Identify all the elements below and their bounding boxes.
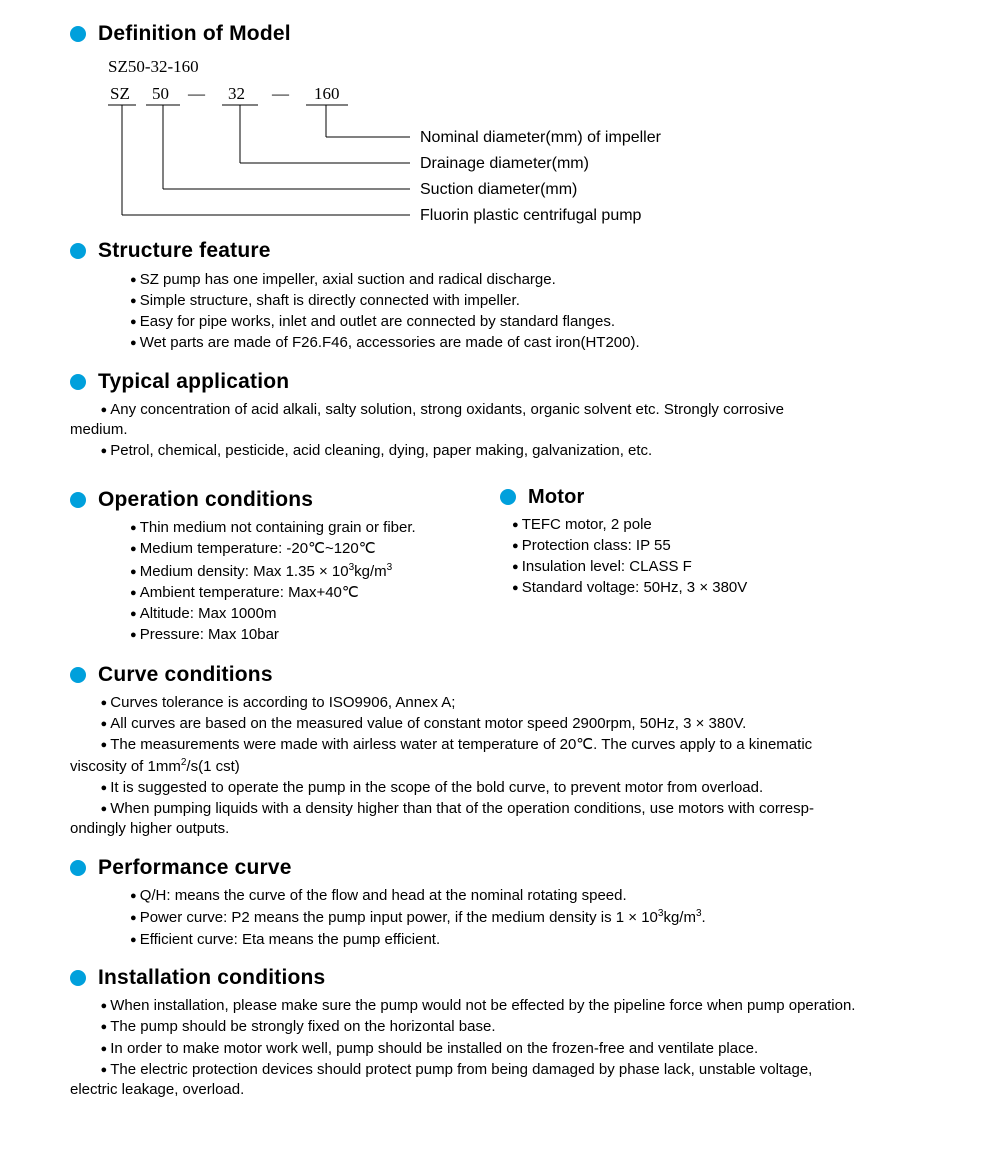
operation-list: Thin medium not containing grain or fibe… [70, 518, 500, 646]
diagram-label: Fluorin plastic centrifugal pump [420, 205, 641, 227]
list-item: Ambient temperature: Max+40℃ [130, 583, 500, 603]
list-item: SZ pump has one impeller, axial suction … [130, 270, 940, 290]
installation-section: Installation conditions When installatio… [70, 964, 940, 1101]
motor-list: TEFC motor, 2 pole Protection class: IP … [500, 515, 940, 599]
curve-item: Curves tolerance is according to ISO9906… [70, 693, 940, 713]
performance-section: Performance curve Q/H: means the curve o… [70, 854, 940, 950]
two-col: Operation conditions Thin medium not con… [70, 472, 940, 647]
diagram-part: SZ [110, 83, 130, 106]
para-lead: Petrol, chemical, pesticide, acid cleani… [70, 442, 652, 459]
install-item: The pump should be strongly fixed on the… [70, 1017, 940, 1037]
bullet-icon [70, 26, 86, 42]
list-item: Thin medium not containing grain or fibe… [130, 518, 500, 538]
definition-section: Definition of Model SZ50-32-160 SZFluori… [70, 20, 940, 223]
list-item: Insulation level: CLASS F [512, 557, 940, 577]
motor-section: Motor TEFC motor, 2 pole Protection clas… [500, 484, 940, 600]
structure-list: SZ pump has one impeller, axial suction … [70, 270, 940, 354]
section-title: Definition of Model [98, 20, 291, 48]
diagram-part: 50 [152, 83, 169, 106]
section-title: Performance curve [98, 854, 292, 882]
install-item: In order to make motor work well, pump s… [70, 1039, 940, 1059]
para-lead: Curves tolerance is according to ISO9906… [70, 694, 455, 711]
section-header: Operation conditions [70, 486, 500, 514]
section-title: Installation conditions [98, 964, 325, 992]
section-title: Curve conditions [98, 661, 273, 689]
list-item: Medium density: Max 1.35 × 103kg/m3 [130, 561, 500, 582]
list-item: Q/H: means the curve of the flow and hea… [130, 886, 940, 906]
list-item: Protection class: IP 55 [512, 536, 940, 556]
list-item: Altitude: Max 1000m [130, 604, 500, 624]
bullet-icon [70, 667, 86, 683]
operation-section: Operation conditions Thin medium not con… [70, 472, 500, 647]
para-lead: In order to make motor work well, pump s… [70, 1040, 758, 1057]
section-header: Curve conditions [70, 661, 940, 689]
para-lead: When installation, please make sure the … [70, 997, 855, 1014]
curve-section: Curve conditions Curves tolerance is acc… [70, 661, 940, 840]
list-item: Simple structure, shaft is directly conn… [130, 291, 940, 311]
install-item: The electric protection devices should p… [70, 1060, 940, 1080]
section-header: Typical application [70, 368, 940, 396]
list-item: Easy for pipe works, inlet and outlet ar… [130, 312, 940, 332]
application-para: Any concentration of acid alkali, salty … [70, 400, 940, 420]
diagram-label: Nominal diameter(mm) of impeller [420, 127, 661, 149]
list-item: TEFC motor, 2 pole [512, 515, 940, 535]
para-lead: All curves are based on the measured val… [70, 715, 746, 732]
list-item: Wet parts are made of F26.F46, accessori… [130, 333, 940, 353]
para-lead: When pumping liquids with a density high… [70, 800, 814, 817]
list-item: Efficient curve: Eta means the pump effi… [130, 930, 940, 950]
curve-item: When pumping liquids with a density high… [70, 799, 940, 819]
bullet-icon [70, 243, 86, 259]
application-para: Petrol, chemical, pesticide, acid cleani… [70, 441, 940, 461]
bullet-icon [70, 970, 86, 986]
para-lead: The pump should be strongly fixed on the… [70, 1018, 496, 1035]
model-diagram: SZFluorin plastic centrifugal pump50Suct… [100, 83, 940, 223]
diagram-part: — [188, 83, 205, 106]
para-lead: The electric protection devices should p… [70, 1061, 812, 1078]
para-cont: ondingly higher outputs. [70, 819, 940, 839]
para-cont: medium. [70, 420, 940, 440]
section-title: Motor [528, 484, 585, 511]
bullet-icon [70, 374, 86, 390]
section-header: Definition of Model [70, 20, 940, 48]
structure-section: Structure feature SZ pump has one impell… [70, 237, 940, 353]
curve-item: The measurements were made with airless … [70, 735, 940, 755]
section-header: Installation conditions [70, 964, 940, 992]
performance-list: Q/H: means the curve of the flow and hea… [70, 886, 940, 950]
para-lead: It is suggested to operate the pump in t… [70, 779, 763, 796]
section-title: Typical application [98, 368, 289, 396]
list-item: Pressure: Max 10bar [130, 625, 500, 645]
section-header: Motor [500, 484, 940, 511]
diagram-part: 32 [228, 83, 245, 106]
bullet-icon [70, 860, 86, 876]
bullet-icon [70, 492, 86, 508]
diagram-part: 160 [314, 83, 340, 106]
section-header: Structure feature [70, 237, 940, 265]
bullet-icon [500, 489, 516, 505]
para-cont: electric leakage, overload. [70, 1080, 940, 1100]
diagram-label: Drainage diameter(mm) [420, 153, 589, 175]
list-item: Medium temperature: -20℃~120℃ [130, 539, 500, 559]
install-item: When installation, please make sure the … [70, 996, 940, 1016]
list-item: Power curve: P2 means the pump input pow… [130, 907, 940, 928]
section-title: Operation conditions [98, 486, 313, 514]
curve-item: It is suggested to operate the pump in t… [70, 778, 940, 798]
curve-item: All curves are based on the measured val… [70, 714, 940, 734]
model-code: SZ50-32-160 [108, 56, 940, 79]
list-item: Standard voltage: 50Hz, 3 × 380V [512, 578, 940, 598]
para-lead: The measurements were made with airless … [70, 736, 812, 753]
para-lead: Any concentration of acid alkali, salty … [70, 401, 784, 418]
diagram-label: Suction diameter(mm) [420, 179, 577, 201]
diagram-part: — [272, 83, 289, 106]
section-title: Structure feature [98, 237, 271, 265]
section-header: Performance curve [70, 854, 940, 882]
para-cont: viscosity of 1mm2/s(1 cst) [70, 756, 940, 777]
application-section: Typical application Any concentration of… [70, 368, 940, 462]
